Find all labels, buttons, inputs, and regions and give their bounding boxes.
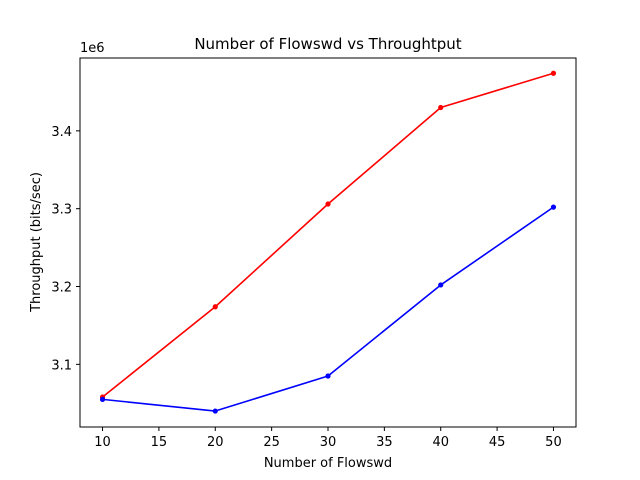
x-tick-label: 15 bbox=[151, 435, 168, 450]
x-axis-ticks: 10 15 20 25 30 35 40 45 50 bbox=[94, 427, 562, 450]
x-tick-label: 35 bbox=[376, 435, 393, 450]
x-tick-label: 40 bbox=[432, 435, 449, 450]
data-point bbox=[550, 204, 557, 210]
data-point bbox=[325, 201, 331, 207]
data-point bbox=[550, 70, 557, 76]
data-point bbox=[438, 104, 444, 111]
y-axis-ticks: 3.1 3.2 3.3 3.4 bbox=[51, 125, 80, 373]
y-tick-label: 3.2 bbox=[51, 281, 72, 296]
data-point bbox=[438, 282, 444, 288]
x-tick-label: 20 bbox=[207, 435, 224, 450]
data-point bbox=[212, 304, 218, 310]
x-tick-label: 30 bbox=[320, 435, 337, 450]
y-offset-label: 1e6 bbox=[80, 41, 105, 56]
plot-frame bbox=[79, 57, 577, 428]
y-tick-label: 3.4 bbox=[51, 125, 72, 140]
x-tick-label: 50 bbox=[545, 435, 562, 450]
x-tick-label: 10 bbox=[94, 435, 111, 450]
data-point bbox=[325, 373, 331, 379]
data-point bbox=[212, 408, 218, 414]
y-tick-label: 3.3 bbox=[51, 203, 72, 218]
data-point bbox=[99, 396, 106, 402]
chart-title: Number of Flowswd vs Throughtput bbox=[194, 35, 461, 53]
x-tick-label: 25 bbox=[263, 435, 280, 450]
y-tick-label: 3.1 bbox=[51, 358, 72, 373]
x-axis-label: Number of Flowswd bbox=[264, 456, 392, 471]
x-tick-label: 45 bbox=[489, 435, 506, 450]
y-axis-label: Throughput (bits/sec) bbox=[29, 172, 44, 313]
series-layer bbox=[99, 70, 557, 414]
